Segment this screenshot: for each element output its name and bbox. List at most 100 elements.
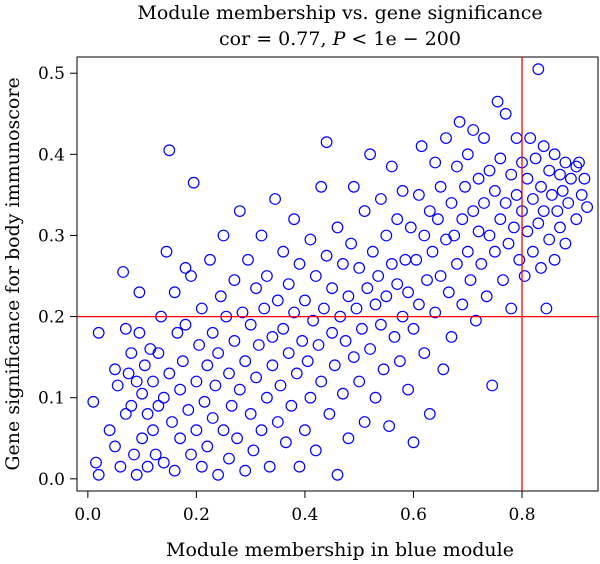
data-point xyxy=(372,270,385,282)
data-point xyxy=(551,205,564,218)
data-point xyxy=(342,432,355,445)
data-point xyxy=(266,359,279,372)
data-point xyxy=(209,379,222,392)
data-point xyxy=(274,379,287,392)
data-point xyxy=(529,152,542,165)
data-point xyxy=(453,115,466,128)
data-point xyxy=(451,258,463,270)
data-point xyxy=(163,144,176,157)
x-tick-label: 0.4 xyxy=(291,505,318,525)
data-point xyxy=(491,95,504,108)
data-point xyxy=(233,383,246,396)
data-point xyxy=(388,331,401,343)
data-point xyxy=(510,132,523,145)
data-point xyxy=(461,245,474,258)
data-point xyxy=(304,391,317,404)
data-point xyxy=(407,436,420,449)
data-point xyxy=(467,124,480,136)
data-point xyxy=(307,314,320,327)
data-point xyxy=(456,213,469,226)
data-point xyxy=(380,229,393,242)
data-point xyxy=(499,197,512,209)
y-tick-label: 0.4 xyxy=(38,145,65,165)
data-point xyxy=(559,237,572,250)
data-point xyxy=(404,221,417,234)
data-point xyxy=(415,140,428,153)
data-point xyxy=(114,460,127,473)
data-point xyxy=(483,229,496,242)
data-point xyxy=(141,460,154,473)
data-point xyxy=(385,160,398,173)
data-point xyxy=(543,233,556,246)
data-point xyxy=(271,416,284,428)
data-point xyxy=(537,205,550,218)
data-point xyxy=(546,188,558,201)
data-point xyxy=(331,468,344,481)
chart-title: Module membership vs. gene significance xyxy=(137,2,542,24)
data-points xyxy=(87,63,593,481)
data-point xyxy=(383,420,396,433)
data-point xyxy=(282,278,295,291)
data-point xyxy=(119,408,132,420)
data-point xyxy=(187,176,200,189)
data-point xyxy=(309,444,322,457)
data-point xyxy=(212,347,225,360)
data-point xyxy=(201,359,214,372)
data-point xyxy=(510,188,523,201)
data-point xyxy=(532,217,545,230)
y-axis: 0.0 0.1 0.2 0.3 0.4 0.5 xyxy=(38,64,77,490)
data-point xyxy=(483,164,496,177)
data-point xyxy=(185,448,197,461)
data-point xyxy=(394,355,406,368)
data-point xyxy=(109,440,121,453)
data-point xyxy=(182,404,195,416)
data-point xyxy=(326,326,339,339)
data-point xyxy=(122,367,135,380)
data-point xyxy=(366,245,379,258)
x-axis: 0.0 0.2 0.4 0.6 0.8 xyxy=(74,491,536,525)
data-point xyxy=(312,339,325,351)
y-axis-label: Gene significance for body immunoscore xyxy=(2,77,24,470)
data-point xyxy=(195,460,208,473)
data-point xyxy=(190,424,203,437)
data-point xyxy=(364,148,377,161)
data-point xyxy=(581,201,593,214)
data-point xyxy=(570,213,583,226)
data-point xyxy=(537,140,550,153)
data-point xyxy=(130,468,143,481)
data-point xyxy=(109,363,121,376)
plot-frame xyxy=(76,56,599,492)
data-point xyxy=(149,448,162,461)
data-point xyxy=(152,347,165,360)
data-point xyxy=(402,383,415,396)
data-point xyxy=(421,274,433,287)
data-point xyxy=(301,355,314,368)
data-point xyxy=(521,225,534,238)
data-point xyxy=(442,286,455,299)
data-point xyxy=(282,347,295,360)
data-point xyxy=(244,318,257,331)
data-point xyxy=(130,375,143,388)
data-point xyxy=(261,391,273,404)
data-point xyxy=(133,326,146,339)
data-point xyxy=(540,302,553,315)
data-point xyxy=(288,213,301,226)
data-point xyxy=(125,399,138,412)
data-point xyxy=(204,253,216,266)
data-point xyxy=(299,424,311,437)
data-point xyxy=(353,262,366,274)
data-point xyxy=(508,221,520,234)
data-point xyxy=(152,399,165,412)
data-point xyxy=(337,387,349,400)
data-point xyxy=(369,391,382,404)
data-point xyxy=(293,460,306,473)
data-point xyxy=(562,197,575,209)
data-point xyxy=(380,290,393,303)
data-point xyxy=(174,383,187,396)
data-point xyxy=(160,245,173,258)
data-point xyxy=(228,274,241,287)
data-point xyxy=(233,205,246,218)
data-point xyxy=(290,367,303,380)
data-point xyxy=(250,282,263,295)
data-point xyxy=(217,424,230,437)
